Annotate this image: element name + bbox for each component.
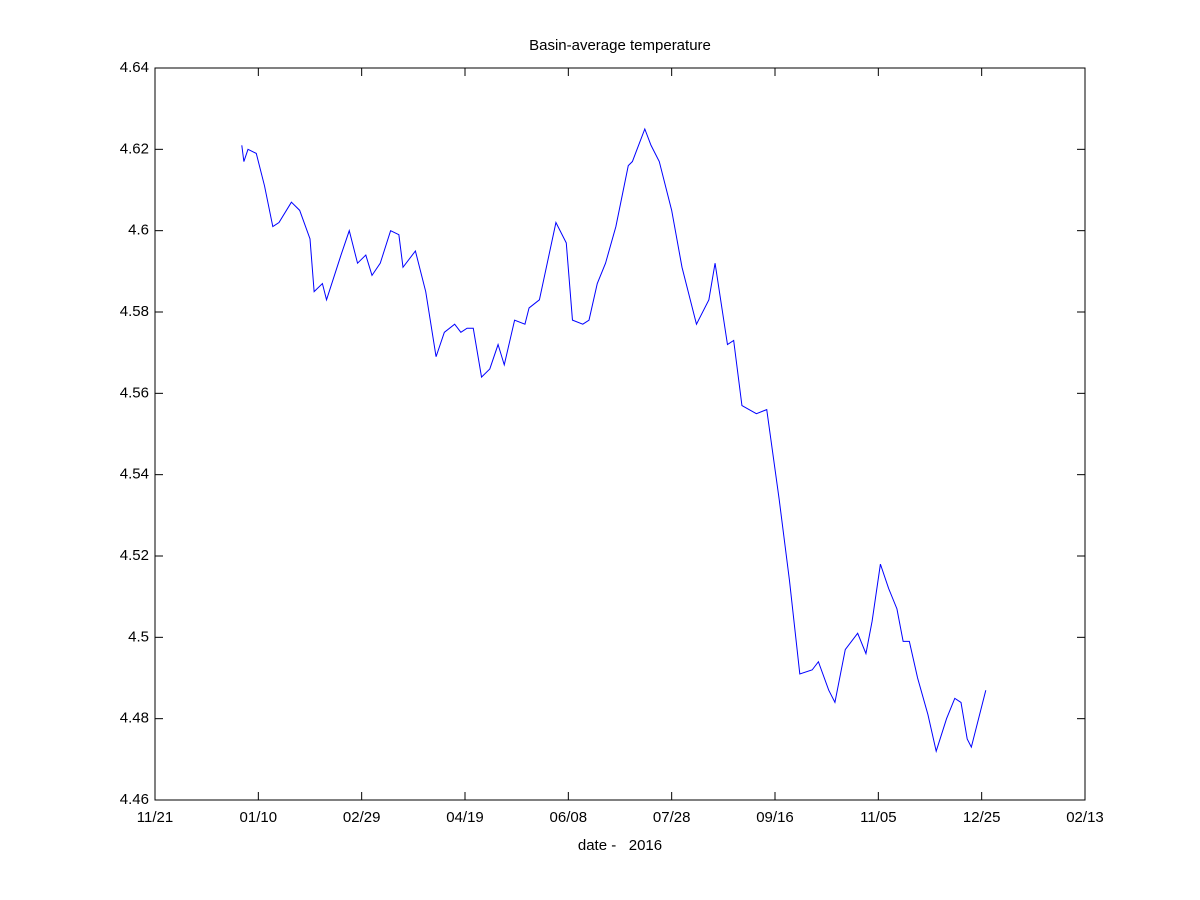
y-tick-label: 4.54 bbox=[120, 466, 149, 483]
x-tick-label: 06/08 bbox=[550, 809, 588, 826]
x-tick-label: 09/16 bbox=[756, 809, 794, 826]
x-tick-label: 07/28 bbox=[653, 809, 691, 826]
x-tick-label: 02/29 bbox=[343, 809, 381, 826]
y-tick-label: 4.62 bbox=[120, 140, 149, 157]
y-tick-label: 4.46 bbox=[120, 791, 149, 808]
x-tick-label: 11/21 bbox=[137, 809, 173, 826]
plot-area bbox=[154, 67, 1086, 801]
x-tick-label: 11/05 bbox=[860, 809, 896, 826]
x-tick-label: 01/10 bbox=[240, 809, 278, 826]
y-tick-label: 4.52 bbox=[120, 547, 149, 564]
x-axis-label: date - 2016 bbox=[578, 837, 662, 854]
x-tick-label: 04/19 bbox=[446, 809, 484, 826]
x-tick-label: 12/25 bbox=[963, 809, 1001, 826]
y-tick-label: 4.64 bbox=[120, 59, 149, 76]
y-tick-label: 4.5 bbox=[128, 628, 149, 645]
y-tick-label: 4.56 bbox=[120, 384, 149, 401]
chart-title: Basin-average temperature bbox=[529, 37, 711, 54]
y-tick-label: 4.58 bbox=[120, 303, 149, 320]
x-tick-label: 02/13 bbox=[1066, 809, 1104, 826]
data-line bbox=[241, 127, 987, 754]
y-tick-label: 4.6 bbox=[128, 222, 149, 239]
y-tick-label: 4.48 bbox=[120, 710, 149, 727]
